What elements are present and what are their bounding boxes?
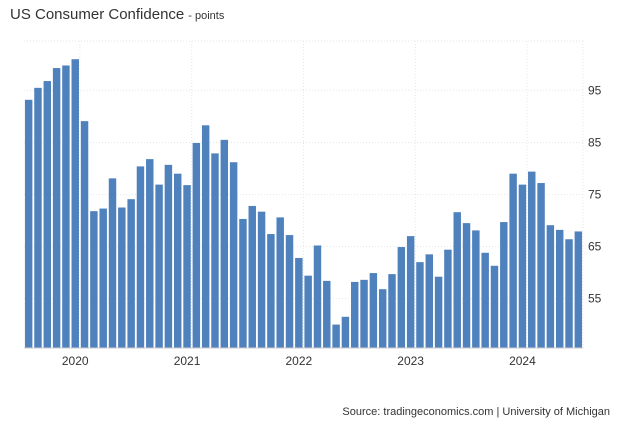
bar [248, 205, 256, 348]
bar [416, 262, 424, 348]
bar [537, 183, 545, 348]
bar [378, 289, 387, 348]
bar [239, 218, 247, 348]
bar [341, 316, 350, 348]
y-tick-label: 65 [588, 240, 602, 254]
bar [500, 222, 508, 348]
bar [397, 247, 406, 348]
bar [369, 273, 378, 348]
bar [313, 245, 322, 348]
axes: 55 65 75 85 95 2020 2021 2022 2023 2024 [24, 83, 602, 368]
bar [52, 68, 61, 348]
bar [490, 265, 499, 348]
bars [24, 59, 583, 349]
bar [220, 139, 229, 348]
bar [518, 184, 527, 348]
bar [80, 121, 89, 348]
bar [434, 276, 443, 348]
bar [62, 65, 70, 349]
chart-title: US Consumer Confidence - points [10, 6, 224, 24]
bar [304, 275, 312, 348]
bar [285, 235, 294, 348]
bar [201, 125, 210, 348]
bar [555, 229, 564, 348]
bar [528, 171, 536, 348]
bar [472, 230, 480, 348]
bar [351, 281, 359, 348]
x-tick-label: 2020 [62, 354, 89, 368]
bar [267, 234, 275, 348]
x-tick-label: 2021 [174, 354, 201, 368]
bar [229, 162, 238, 348]
bar [332, 324, 340, 348]
chart-unit: - points [188, 10, 225, 22]
bar [164, 164, 173, 348]
bar [71, 59, 79, 349]
bar [155, 184, 163, 348]
bar-chart: 55 65 75 85 95 2020 2021 2022 2023 2024 [24, 40, 602, 368]
bar [453, 212, 461, 348]
source-note: Source: tradingeconomics.com | Universit… [342, 406, 610, 418]
x-tick-label: 2022 [285, 354, 312, 368]
bar [276, 217, 284, 348]
bar [34, 87, 42, 348]
chart-title-text: US Consumer Confidence [10, 6, 185, 23]
bar [99, 208, 107, 348]
bar [211, 153, 219, 348]
y-tick-label: 55 [588, 292, 602, 306]
bar [146, 159, 154, 348]
bar [24, 99, 33, 348]
bar [509, 173, 517, 348]
bar [360, 279, 368, 348]
bar [546, 225, 555, 348]
y-tick-label: 75 [588, 188, 602, 202]
bar [462, 223, 471, 348]
y-tick-label: 85 [588, 135, 602, 149]
x-tick-label: 2023 [397, 354, 424, 368]
bar [565, 239, 573, 348]
bar [425, 254, 433, 348]
bar [323, 280, 331, 348]
bar [127, 199, 135, 348]
bar [406, 236, 415, 348]
x-tick-label: 2024 [509, 354, 536, 368]
grid-lines [24, 40, 584, 348]
bar [444, 249, 452, 348]
y-tick-label: 95 [588, 83, 602, 97]
bar [90, 211, 98, 348]
bar [574, 231, 583, 348]
bar [136, 166, 145, 348]
bar [192, 142, 201, 348]
bar [174, 173, 182, 348]
bar [481, 252, 489, 348]
bar [43, 81, 52, 348]
bar [108, 178, 117, 348]
bar [388, 274, 396, 348]
bar [295, 257, 303, 348]
bar [183, 185, 191, 348]
bar [118, 207, 126, 348]
bar [257, 211, 266, 348]
